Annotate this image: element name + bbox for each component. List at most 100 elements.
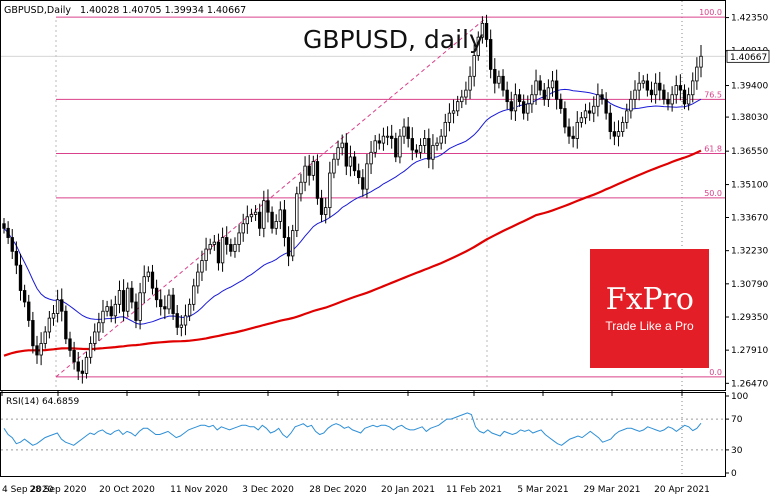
candle-body-down [501,75,505,91]
candle-body-down [10,237,14,252]
y-tick-label: 1.29350 [731,313,768,323]
candle-body-down [377,140,381,144]
candle-body-down [130,287,134,303]
candle [521,94,526,120]
candle-body-up [620,121,625,132]
candle [14,241,19,275]
candle [662,84,666,105]
candle-body-down [563,108,567,128]
candle-body-up [348,156,353,167]
candle-body-up [575,121,579,139]
y-tick-label: 1.30790 [731,280,768,290]
candle [526,95,530,121]
candle-body-down [559,98,563,109]
candle [105,300,109,317]
candle-body-up [274,221,278,229]
candle [307,154,311,186]
candle [216,233,221,271]
candle-body-up [472,55,476,77]
candle [612,121,617,146]
candle [439,129,443,150]
candle-body-up [245,216,249,225]
candle [55,289,60,323]
candle-body-up [138,292,142,321]
candle [385,126,390,146]
candle [658,71,662,101]
candle-body-down [645,80,650,91]
x-tick-label: 11 Feb 2021 [446,485,502,495]
candle-body-down [72,349,76,363]
candle-body-down [159,299,163,308]
candle [142,265,146,303]
candle-body-up [641,80,645,84]
candle [286,226,291,267]
candles [2,14,703,384]
y-tick-label: 1.38030 [731,113,768,123]
candle-body-down [154,287,159,301]
candle-body-up [328,172,332,208]
candle [241,213,245,242]
candle [295,186,299,238]
candle [130,281,134,309]
candle-body-up [381,135,386,144]
candle-body-down [2,223,6,229]
candle-body-up [253,211,258,215]
candle [134,293,138,329]
candle-body-down [68,338,72,351]
candle [76,351,80,381]
candle [51,305,56,326]
candle [245,205,249,234]
rsi-axis: 100 70 30 0 [725,392,748,479]
candle-body-down [76,361,80,372]
candle-body-down [414,149,419,153]
candle [348,145,353,177]
candle [220,227,225,272]
candle-body-up [530,94,534,105]
candle [435,137,439,151]
candle [60,288,64,322]
candle [513,83,518,122]
candle [530,84,534,113]
candle [550,71,555,97]
candle [196,263,200,294]
candle-body-up [497,75,501,84]
candle [592,96,596,123]
candle [377,133,381,150]
candle-body-down [121,290,126,312]
current-price-label: 1.40667 [730,53,767,63]
fib-level-label: 100.0 [699,8,722,17]
candle-body-down [315,161,320,199]
candle [542,82,546,106]
candle-body-up [695,66,699,82]
candle [616,120,621,147]
rsi-tick-label: 100 [731,392,748,402]
candle [472,44,476,87]
candle-body-up [476,36,480,56]
candle [538,75,542,96]
candle [509,91,513,120]
candle [505,81,509,110]
candle [464,81,468,105]
candle-body-up [208,244,212,250]
x-tick-label: 20 Oct 2020 [99,485,155,495]
candle-body-up [47,317,52,333]
candle-body-down [658,82,662,91]
candle-body-up [295,193,299,232]
candle-body-up [311,161,315,176]
candle-body-up [97,322,101,333]
candle-body-up [418,145,423,153]
candle [344,133,348,176]
fibonacci-levels: 100.0 76.5 61.8 50.0 0.0 [56,8,725,378]
candle [666,92,670,111]
candle [237,224,241,253]
candle [468,66,472,100]
candle [278,201,282,230]
candle [27,294,31,327]
candle-body-up [39,343,43,356]
candle [253,205,258,221]
candle [361,169,365,197]
candle [183,304,188,336]
candle [447,103,452,132]
candle [18,253,23,301]
candle-body-down [509,101,513,112]
